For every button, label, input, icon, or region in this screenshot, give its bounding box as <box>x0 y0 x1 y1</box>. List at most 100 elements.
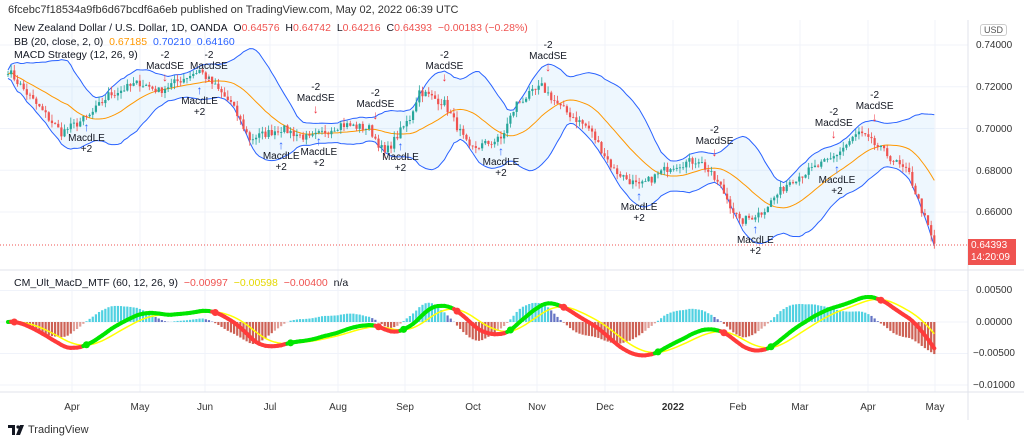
candle-body <box>898 160 901 165</box>
histogram-bar <box>63 322 66 337</box>
candle-body <box>678 167 682 169</box>
candle-body <box>694 163 697 165</box>
arrow-up-icon: ↑ <box>315 134 322 149</box>
histogram-bar <box>157 318 160 322</box>
signal-se[interactable]: -2 MacdSE ↓ <box>426 50 464 83</box>
histogram-bar <box>848 311 851 322</box>
signal-le[interactable]: ↑ MacdLE +2 <box>181 84 218 118</box>
candle-body <box>700 162 704 164</box>
candle-body <box>449 112 452 114</box>
candle-body <box>415 102 418 112</box>
arrow-up-icon: ↑ <box>636 188 643 203</box>
signal-se[interactable]: -2 MacdSE ↓ <box>815 107 853 140</box>
histogram-bar <box>565 322 569 326</box>
candle-body <box>703 162 707 170</box>
candle-body <box>236 105 239 117</box>
histogram-bar <box>839 310 842 322</box>
candle-body <box>110 92 113 96</box>
candle-body <box>57 123 60 128</box>
candle-body <box>264 131 267 137</box>
candle-body <box>163 88 167 94</box>
histogram-bar <box>587 322 590 336</box>
candle-body <box>455 117 459 131</box>
candle-body <box>324 130 327 134</box>
histogram-bar <box>119 306 123 322</box>
histogram-bar <box>427 302 430 322</box>
candle-body <box>568 112 572 118</box>
candle-body <box>226 96 229 101</box>
chart-canvas[interactable] <box>0 20 1024 420</box>
tradingview-brand[interactable]: TradingView <box>8 424 89 436</box>
candle-body <box>342 123 346 128</box>
bb-legend[interactable]: BB (20, close, 2, 0) 0.67185 0.70210 0.6… <box>14 36 235 48</box>
arrow-up-icon: ↑ <box>497 144 504 159</box>
histogram-bar <box>499 322 503 329</box>
signal-le[interactable]: ↑ MacdLE +2 <box>621 188 658 224</box>
currency-badge[interactable]: USD <box>980 24 1008 36</box>
histogram-bar <box>339 314 342 322</box>
signal-se[interactable]: -2 MacdSE ↓ <box>297 82 335 115</box>
candle-body <box>848 141 851 145</box>
candle-body <box>769 200 773 207</box>
candle-body <box>543 83 547 93</box>
high-label: H <box>285 22 293 34</box>
candle-body <box>273 131 276 136</box>
signal-le[interactable]: ↑ MacdLE +2 <box>483 144 520 179</box>
time-tick: Apr <box>860 402 876 413</box>
candle-body <box>261 131 264 134</box>
candle-body <box>104 99 107 104</box>
candle-body <box>851 136 854 142</box>
signal-le[interactable]: ↑ MacdLE +2 <box>262 139 300 173</box>
histogram-bar <box>389 322 393 328</box>
signal-se[interactable]: -2 MacdSE ↓ <box>190 50 228 83</box>
candle-body <box>926 215 930 226</box>
candle-body <box>408 119 412 121</box>
signal-label: MacdLE <box>262 150 300 162</box>
histogram-bar <box>716 319 719 322</box>
symbol-legend[interactable]: New Zealand Dollar / U.S. Dollar, 1D, OA… <box>14 22 528 34</box>
candle-body <box>393 136 396 149</box>
signal-le[interactable]: ↑ MacdLE +2 <box>737 223 774 258</box>
signal-se[interactable]: -2 MacdSE ↓ <box>529 40 567 73</box>
candle-body <box>776 194 779 198</box>
signal-qty: -2 <box>710 125 719 137</box>
signal-le[interactable]: ↑ MacdLE +2 <box>68 121 105 155</box>
histogram-bar <box>195 319 198 322</box>
symbol-name: New Zealand Dollar / U.S. Dollar, 1D, OA… <box>14 22 228 34</box>
candle-body <box>289 130 292 134</box>
signal-label: MacdSE <box>356 98 395 110</box>
candle-body <box>801 176 804 178</box>
signal-le[interactable]: ↑ MacdLE +2 <box>819 163 856 197</box>
histogram-bar <box>198 318 201 322</box>
candle-body <box>44 110 47 113</box>
histogram-bar <box>327 315 330 322</box>
histogram-bar <box>173 321 176 322</box>
histogram-bar <box>650 322 653 326</box>
candle-body <box>619 174 622 177</box>
candle-body <box>616 168 619 175</box>
signal-se[interactable]: -2 MacdSE ↓ <box>856 90 894 123</box>
indicator-legend[interactable]: CM_Ult_MacD_MTF (60, 12, 26, 9) −0.00997… <box>14 277 348 289</box>
cross-dot <box>287 339 295 347</box>
candle-body <box>625 175 628 180</box>
histogram-bar <box>220 322 223 327</box>
histogram-bar <box>44 322 47 335</box>
signal-qty: +2 <box>749 246 762 258</box>
time-tick: May <box>130 402 150 413</box>
histogram-bar <box>320 316 324 322</box>
histogram-bar <box>264 322 267 339</box>
signal-le[interactable]: ↑ MacdLE +2 <box>301 134 338 169</box>
bb-lower: 0.64160 <box>196 36 235 48</box>
strategy-legend[interactable]: MACD Strategy (12, 26, 9) <box>14 49 138 61</box>
signal-se[interactable]: -2 MacdSE ↓ <box>146 50 184 83</box>
histogram-bar <box>273 322 276 331</box>
histogram-bar <box>50 322 54 337</box>
histogram-bar <box>79 322 82 327</box>
signal-qty: +2 <box>80 143 93 155</box>
signal-se[interactable]: -2 MacdSE ↓ <box>356 88 394 121</box>
candle-body <box>565 106 569 113</box>
signal-le[interactable]: ↑ MacdLE +2 <box>382 140 419 174</box>
histogram-bar <box>75 322 79 329</box>
time-tick: Sep <box>396 402 414 413</box>
signal-se[interactable]: -2 MacdSE ↓ <box>696 125 734 158</box>
